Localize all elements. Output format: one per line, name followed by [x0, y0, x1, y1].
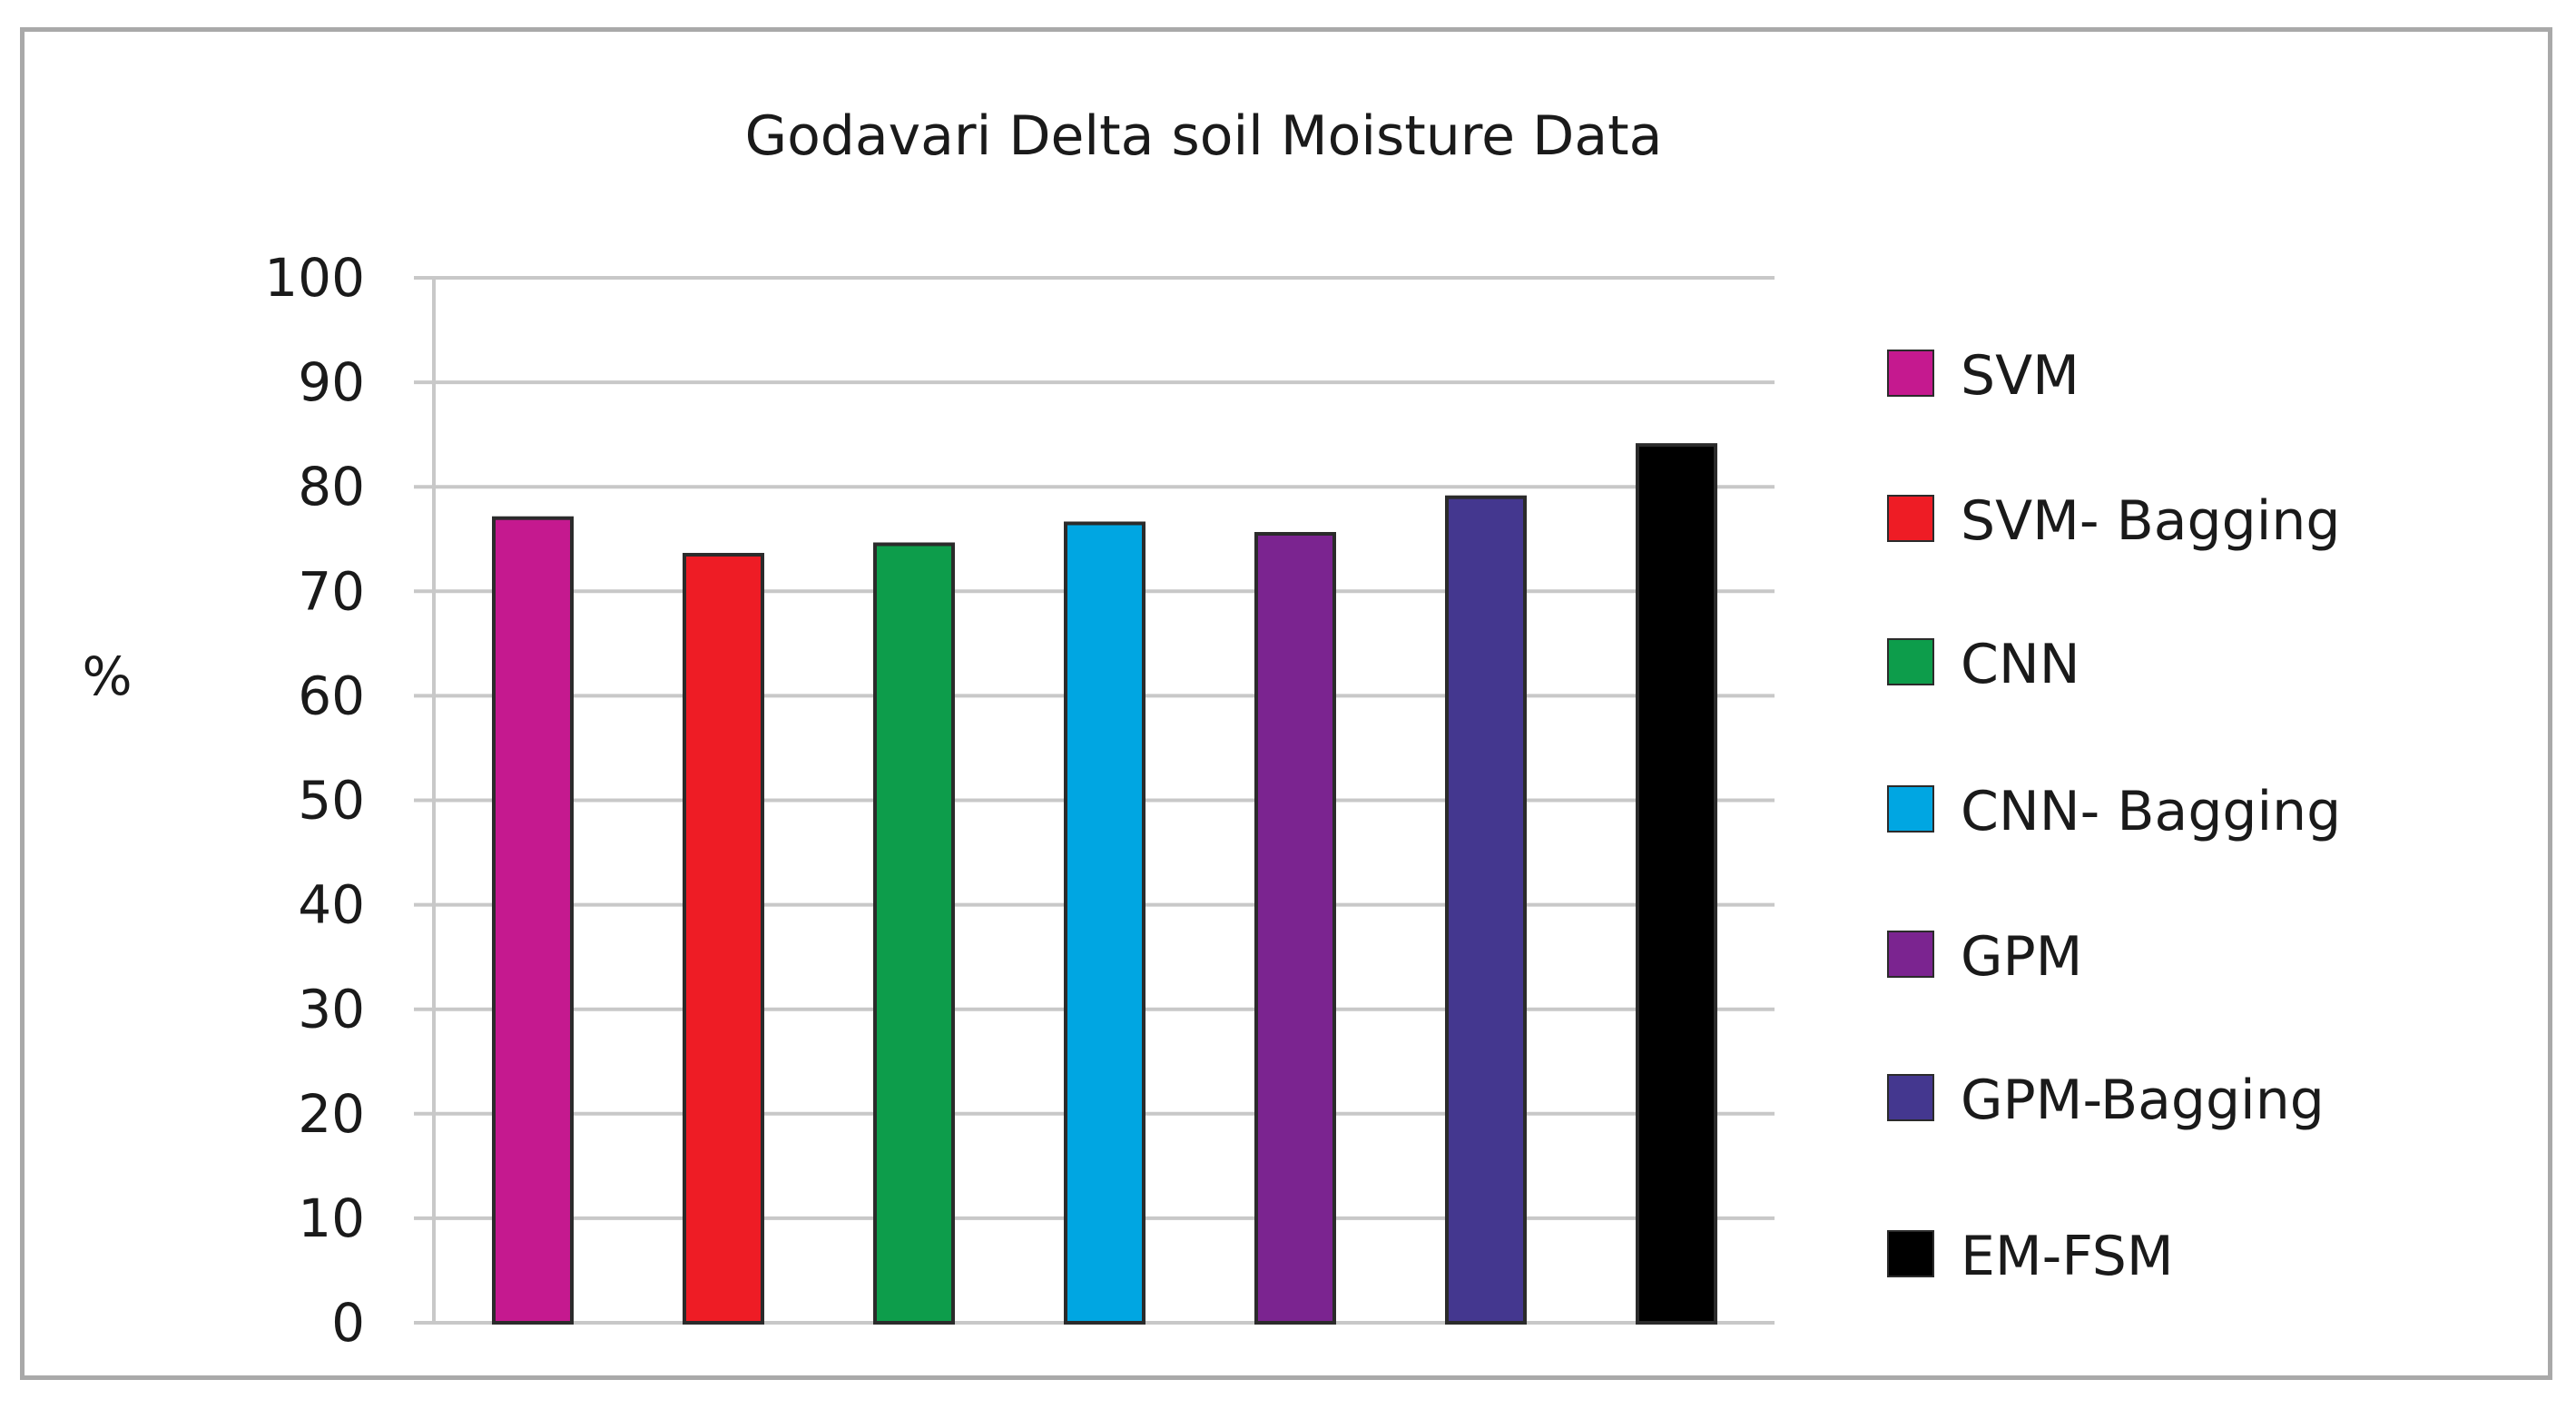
chart-title: Godavari Delta soil Moisture Data — [745, 104, 1663, 168]
legend-label: GPM — [1961, 925, 2082, 989]
legend-label: SVM- Bagging — [1961, 489, 2341, 553]
y-axis-label: % — [82, 645, 132, 707]
y-axis-ticks: 0 10 20 30 40 50 60 70 80 90 100 — [264, 247, 365, 1354]
y-tick-label: 100 — [264, 247, 365, 309]
bars — [492, 443, 1717, 1325]
legend-swatch — [1887, 931, 1934, 978]
legend-swatch — [1887, 1074, 1934, 1121]
bar-svm-bagging — [683, 553, 764, 1325]
y-tick-label: 20 — [298, 1083, 365, 1145]
legend-swatch — [1887, 495, 1934, 542]
bar-gpm-bagging — [1445, 495, 1527, 1325]
legend-swatch — [1887, 350, 1934, 397]
legend-label: EM-FSM — [1961, 1225, 2174, 1288]
y-tick-label: 60 — [298, 665, 365, 726]
legend-swatch — [1887, 1230, 1934, 1277]
bar-svm — [492, 516, 574, 1325]
legend-label: GPM-Bagging — [1961, 1069, 2325, 1132]
legend-swatch — [1887, 638, 1934, 685]
y-tick-label: 40 — [298, 874, 365, 936]
bar-cnn-bagging — [1064, 521, 1145, 1325]
y-tick-label: 90 — [298, 351, 365, 413]
legend: SVM SVM- Bagging CNN CNN- Bagging GPM GPM-Bag… — [1887, 344, 2341, 1288]
legend-label: CNN — [1961, 633, 2080, 696]
y-tick-label: 80 — [298, 456, 365, 517]
bar-gpm — [1254, 531, 1336, 1325]
y-tick-label: 50 — [298, 770, 365, 832]
bar-em-fsm — [1636, 443, 1717, 1325]
legend-label: CNN- Bagging — [1961, 780, 2341, 843]
y-tick-label: 10 — [298, 1187, 365, 1249]
y-tick-label: 70 — [298, 560, 365, 622]
bar-cnn — [873, 542, 955, 1325]
y-tick-label: 0 — [331, 1292, 365, 1354]
legend-swatch — [1887, 785, 1934, 833]
legend-label: SVM — [1961, 344, 2079, 408]
y-tick-label: 30 — [298, 979, 365, 1040]
